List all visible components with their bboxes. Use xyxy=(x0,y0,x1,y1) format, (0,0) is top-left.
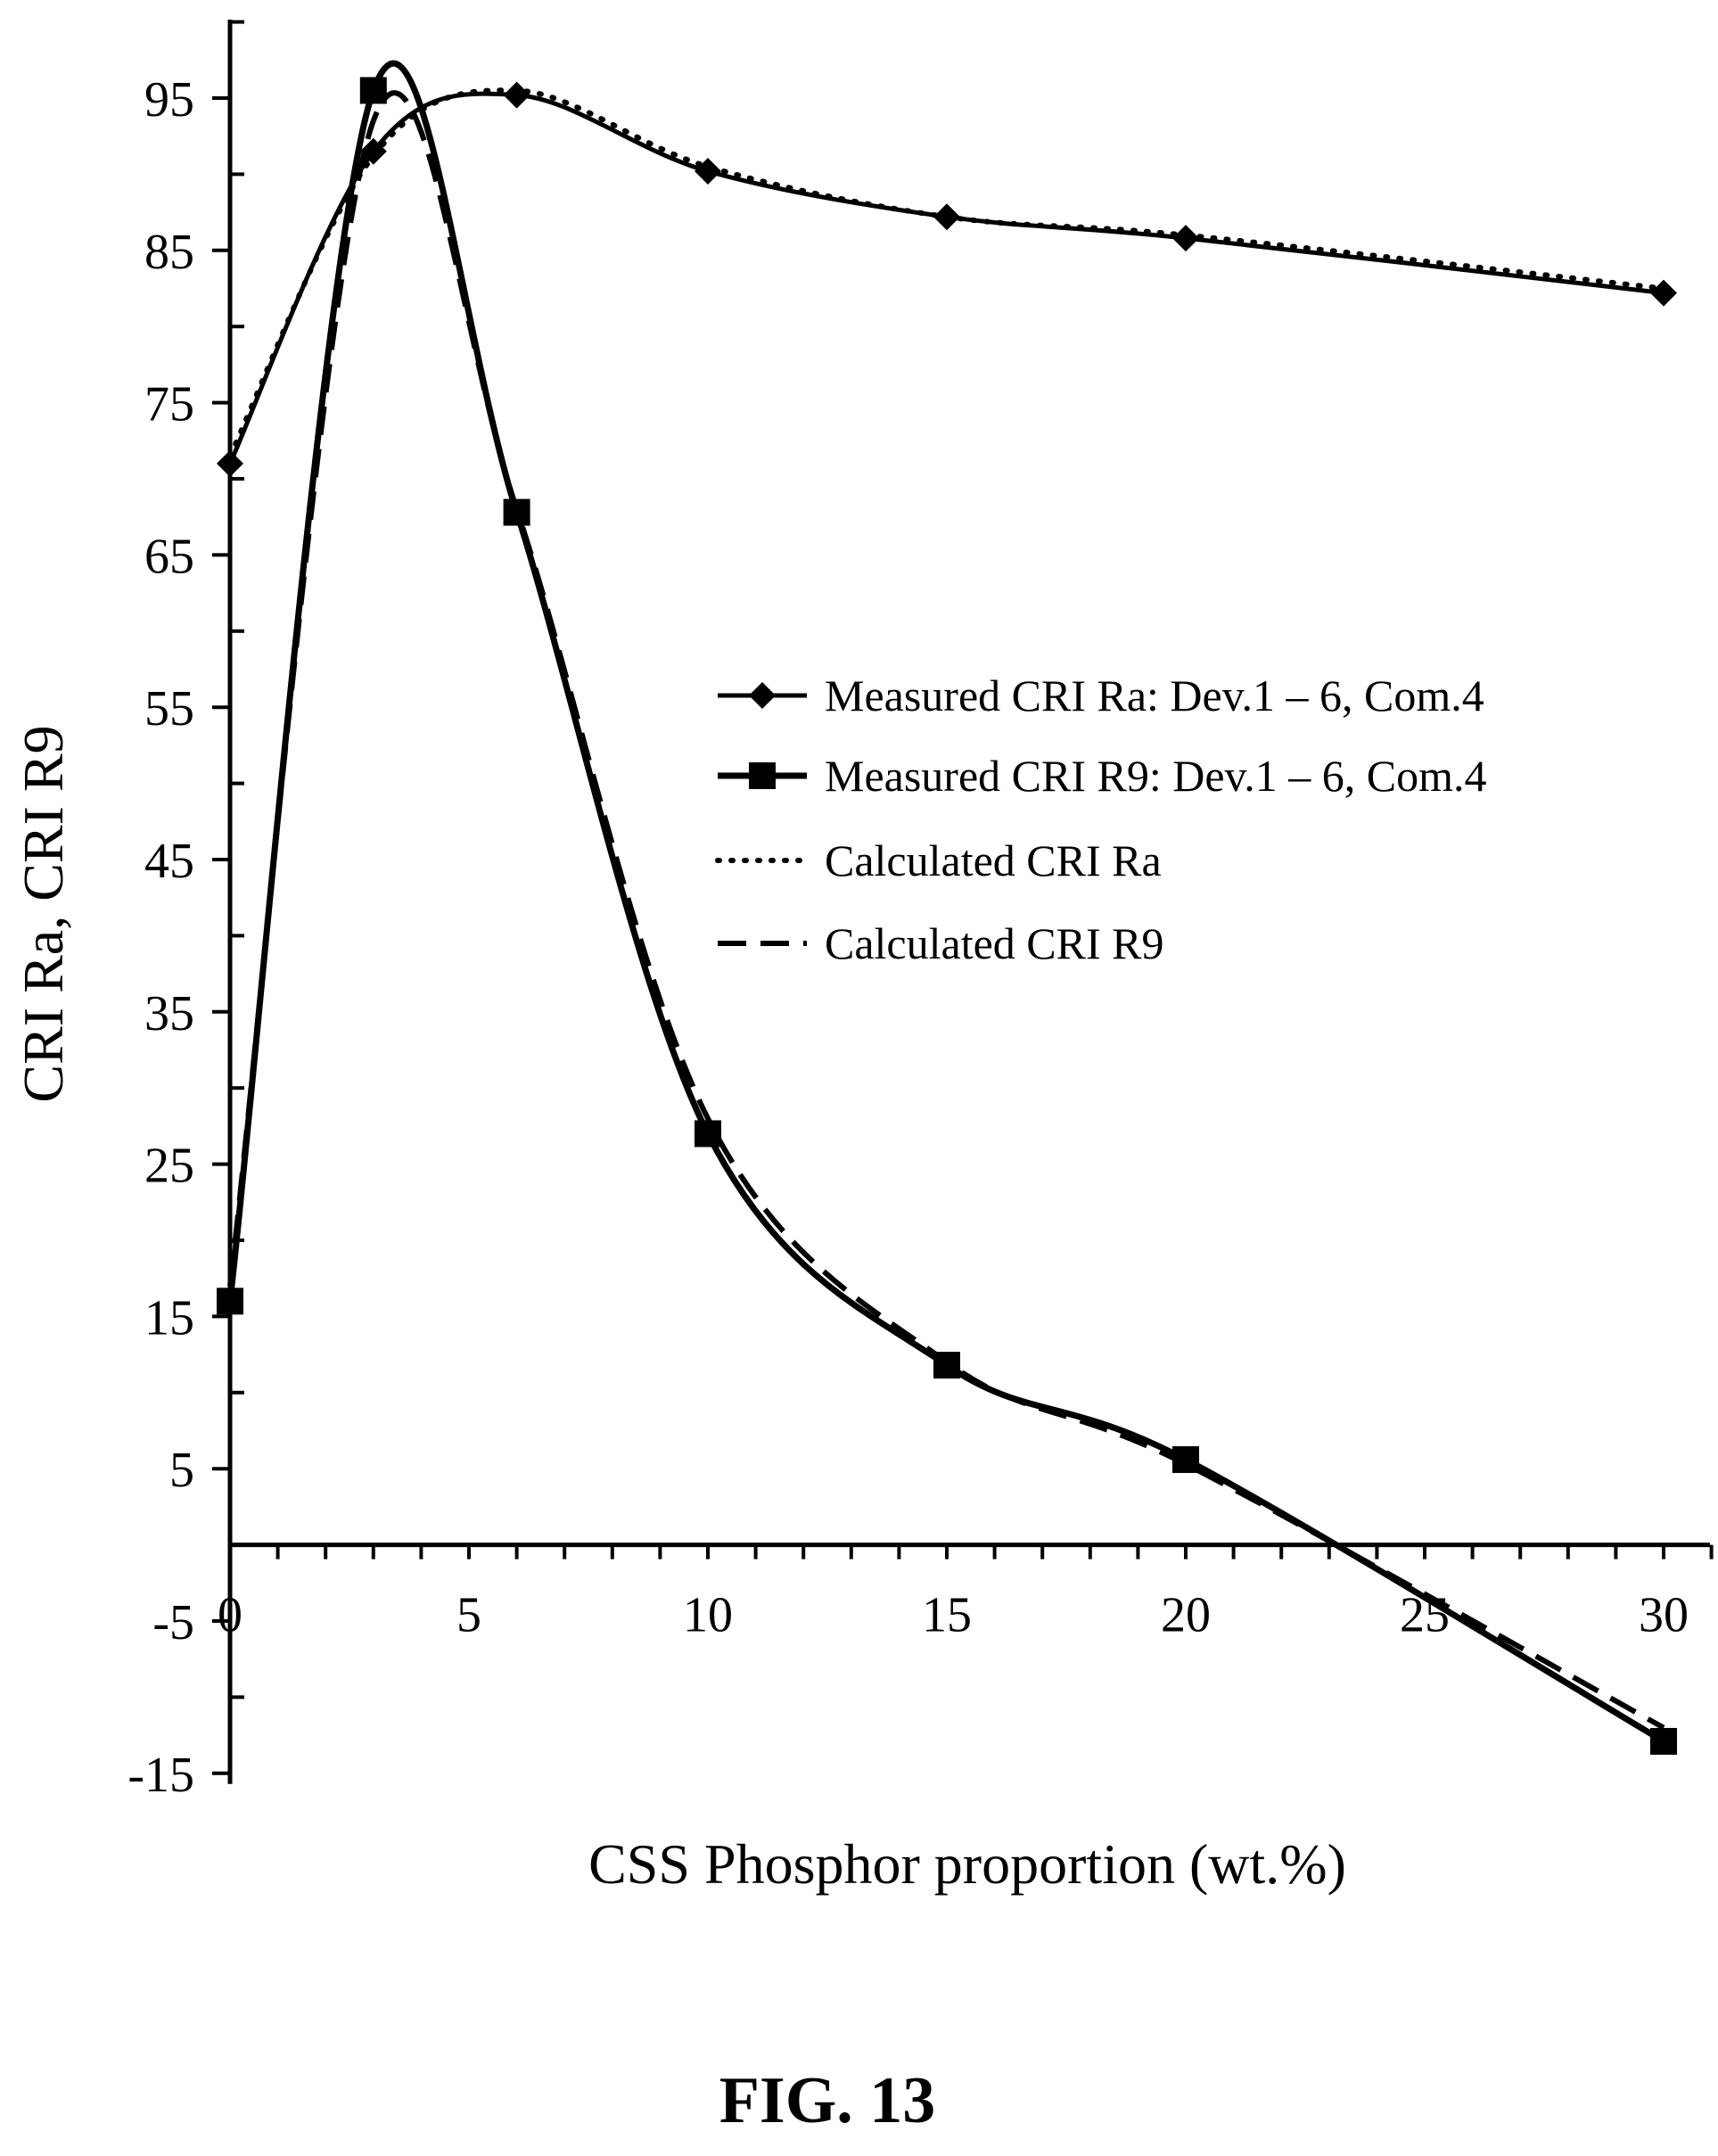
ra-diamond-marker xyxy=(933,203,960,231)
ra-diamond-marker xyxy=(217,449,243,477)
y-tick-label: 95 xyxy=(144,72,194,128)
r9-square-marker xyxy=(217,1288,243,1315)
x-tick-label: 15 xyxy=(922,1588,972,1643)
y-tick-label: 5 xyxy=(169,1443,194,1498)
y-tick-label: 35 xyxy=(144,986,194,1041)
y-tick-label: 65 xyxy=(144,529,194,584)
y-tick-label: 85 xyxy=(144,225,194,280)
series-line-0 xyxy=(227,91,1665,465)
legend-diamond-marker xyxy=(749,682,776,709)
x-tick-label: 30 xyxy=(1639,1588,1689,1643)
series-line-2 xyxy=(227,87,1666,459)
y-tick-label: 45 xyxy=(144,834,194,889)
legend-label-2: Calculated CRI Ra xyxy=(825,835,1162,885)
legend-square-marker xyxy=(749,762,776,789)
series-group xyxy=(226,60,1666,1744)
ra-diamond-marker xyxy=(503,81,530,109)
x-tick-label: 5 xyxy=(456,1588,481,1643)
ra-diamond-marker xyxy=(695,157,721,185)
y-tick-label: 25 xyxy=(144,1139,194,1194)
x-tick-label: 10 xyxy=(683,1588,733,1643)
y-tick-label: 75 xyxy=(144,377,194,432)
r9-square-marker xyxy=(695,1120,721,1148)
markers-group xyxy=(217,77,1677,1755)
x-axis-title: CSS Phosphor proportion (wt.%) xyxy=(588,1832,1346,1896)
y-tick-label: 55 xyxy=(144,681,194,736)
ra-diamond-marker xyxy=(1650,279,1677,307)
series-line-3 xyxy=(227,90,1665,1731)
y-axis-title: CRI Ra, CRI R9 xyxy=(12,725,75,1102)
legend: Measured CRI Ra: Dev.1 – 6, Com.4 Measure… xyxy=(715,671,1487,968)
r9-square-marker xyxy=(1650,1727,1677,1755)
series-line-1 xyxy=(226,60,1665,1744)
ra-diamond-marker xyxy=(359,137,387,165)
y-tick-label: -15 xyxy=(127,1748,194,1803)
legend-label-0: Measured CRI Ra: Dev.1 – 6, Com.4 xyxy=(825,671,1484,720)
r9-square-marker xyxy=(933,1352,960,1379)
y-tick-label: 15 xyxy=(144,1290,194,1345)
x-tick-label: 0 xyxy=(218,1588,242,1643)
ra-diamond-marker xyxy=(1172,225,1199,252)
legend-label-1: Measured CRI R9: Dev.1 – 6, Com.4 xyxy=(825,751,1487,801)
r9-square-marker xyxy=(503,498,530,526)
legend-label-3: Calculated CRI R9 xyxy=(825,918,1164,968)
r9-square-marker xyxy=(359,77,387,104)
x-tick-label: 20 xyxy=(1161,1588,1211,1643)
r9-square-marker xyxy=(1172,1445,1199,1473)
y-tick-label: -5 xyxy=(152,1595,194,1650)
figure-caption: FIG. 13 xyxy=(719,2064,936,2137)
